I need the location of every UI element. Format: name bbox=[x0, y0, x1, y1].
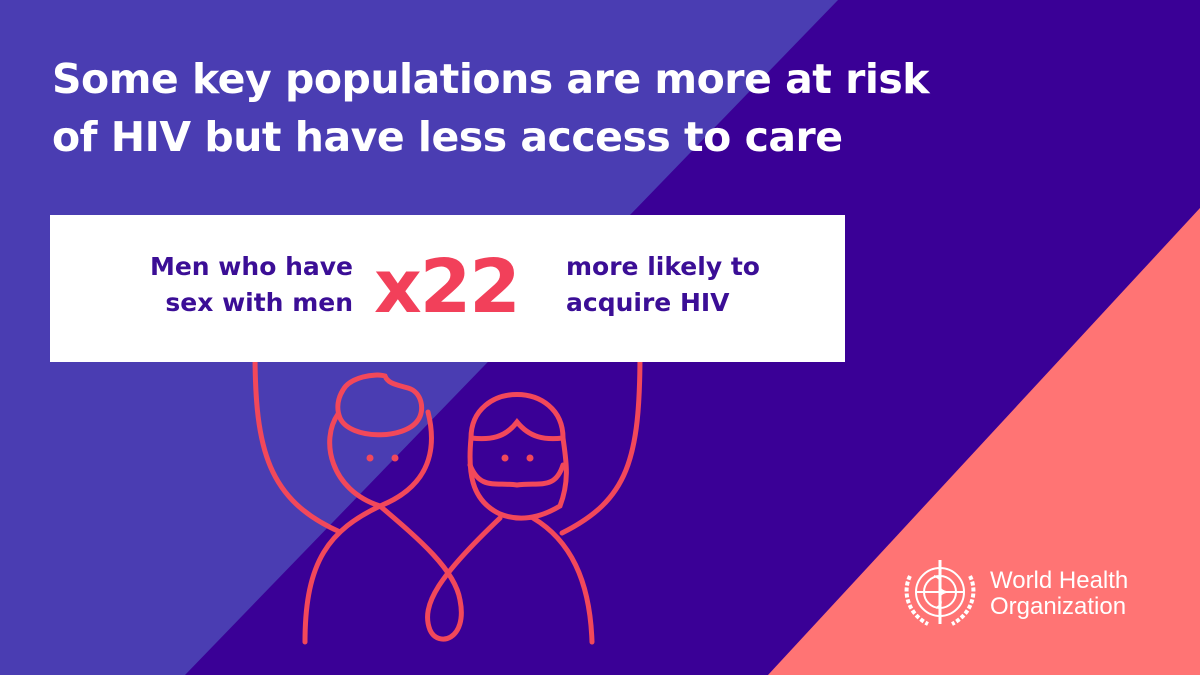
statistic-sign: Men who have sex with men x22 more likel… bbox=[50, 215, 845, 362]
eye bbox=[366, 454, 374, 462]
right-person-body bbox=[530, 515, 595, 645]
center-loop bbox=[377, 503, 503, 642]
outcome-line-1: more likely to bbox=[566, 252, 760, 281]
left-person-hair bbox=[335, 372, 425, 438]
logo-line-1: World Health bbox=[990, 567, 1129, 594]
right-person-hair bbox=[468, 392, 566, 442]
eye bbox=[501, 454, 509, 462]
title-line-2: of HIV but have less access to care bbox=[52, 113, 843, 161]
who-wordmark: World Health Organization bbox=[990, 568, 1128, 620]
page-title: Some key populations are more at risk of… bbox=[52, 50, 930, 166]
outcome-line-2: acquire HIV bbox=[566, 288, 730, 317]
right-person-beard bbox=[467, 462, 566, 488]
eye bbox=[391, 454, 399, 462]
who-emblem-icon bbox=[904, 560, 976, 626]
left-arm bbox=[252, 349, 343, 535]
left-person-body bbox=[302, 503, 383, 645]
risk-multiplier: x22 bbox=[374, 244, 521, 330]
population-label: Men who have sex with men bbox=[150, 249, 353, 321]
who-logo: World Health Organization bbox=[898, 556, 1128, 632]
eye bbox=[526, 454, 534, 462]
outcome-label: more likely to acquire HIV bbox=[566, 249, 760, 321]
logo-line-2: Organization bbox=[990, 593, 1127, 620]
right-person-face bbox=[467, 435, 569, 521]
population-line-1: Men who have bbox=[149, 252, 353, 281]
population-line-2: sex with men bbox=[165, 288, 353, 317]
right-arm bbox=[559, 349, 643, 536]
title-line-1: Some key populations are more at risk bbox=[52, 55, 930, 103]
